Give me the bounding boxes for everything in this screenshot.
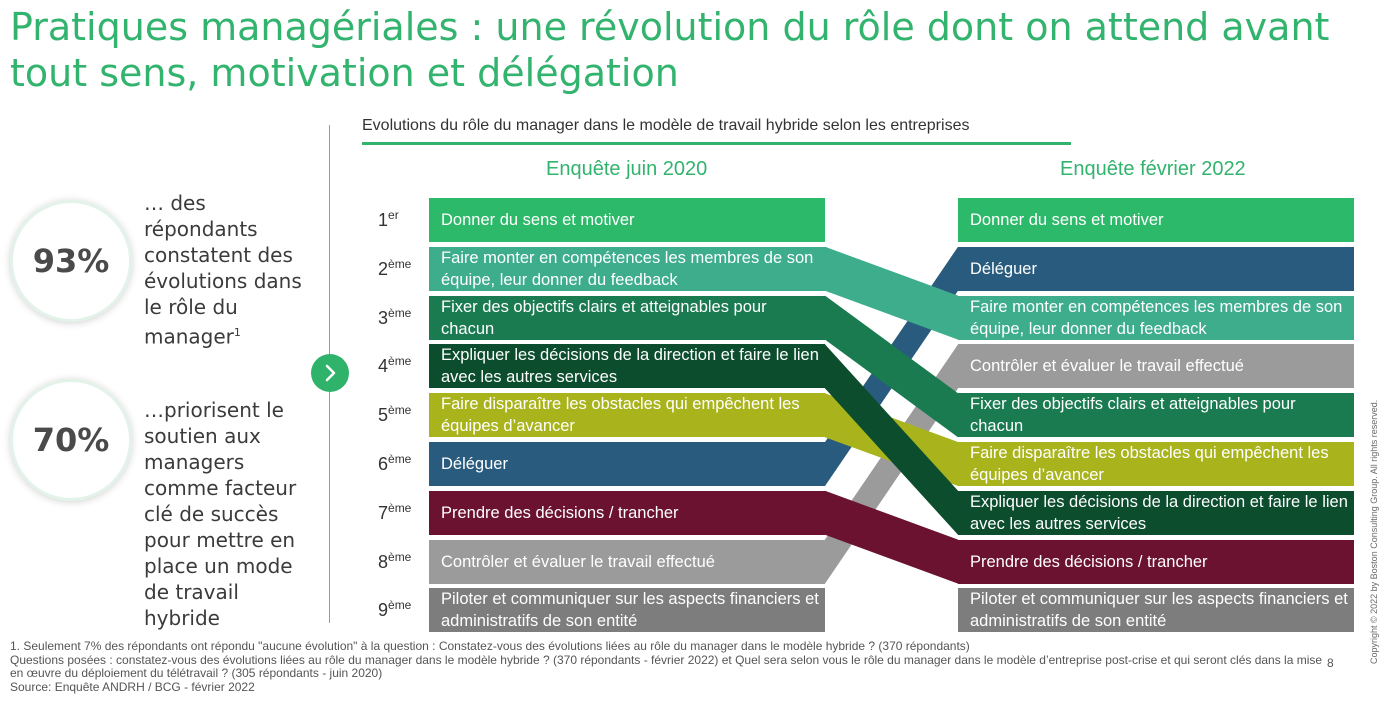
- bar-left-piloter: Piloter et communiquer sur les aspects f…: [429, 588, 825, 633]
- footnote-source: Source: Enquête ANDRH / BCG - février 20…: [10, 679, 255, 694]
- stat-description: …priorisent le soutien aux managers comm…: [144, 398, 297, 630]
- bar-label: Déléguer: [441, 455, 508, 473]
- rank-label: 6ème: [378, 452, 428, 475]
- bar-label: Faire disparaître les obstacles qui empê…: [441, 395, 800, 436]
- rank-suffix: ème: [388, 452, 412, 466]
- stat-value: 70%: [32, 421, 110, 459]
- bar-right-trancher: Prendre des décisions / trancher: [958, 539, 1354, 584]
- bar-left-trancher: Prendre des décisions / trancher: [429, 490, 825, 535]
- bar-label: Faire monter en compétences les membres …: [970, 297, 1343, 338]
- rank-number: 5: [378, 405, 389, 426]
- bar-left-obstacles: Faire disparaître les obstacles qui empê…: [429, 393, 825, 438]
- ribbon-expliquer: [825, 344, 958, 535]
- ribbon-objectifs: [825, 295, 958, 438]
- bar-right-piloter: Piloter et communiquer sur les aspects f…: [958, 588, 1354, 633]
- rank-number: 6: [378, 454, 389, 474]
- footnote-marker: 1: [233, 326, 241, 339]
- rank-suffix: ème: [388, 500, 412, 515]
- rank-number: 1: [378, 210, 389, 230]
- bar-label: Piloter et communiquer sur les aspects f…: [970, 590, 1348, 631]
- rank-label: 4ème: [378, 354, 428, 377]
- chart-subtitle: Evolutions du rôle du manager dans le mo…: [362, 117, 970, 134]
- rank-label: 2ème: [378, 257, 428, 280]
- rank-number: 8: [378, 551, 389, 572]
- bar-label: Prendre des décisions / trancher: [441, 503, 679, 522]
- rank-suffix: ème: [388, 305, 412, 320]
- bar-right-expliquer: Expliquer les décisions de la direction …: [958, 490, 1354, 535]
- ribbon-trancher: [825, 490, 958, 584]
- bar-label: Contrôler et évaluer le travail effectué: [970, 357, 1244, 376]
- rank-number: 2: [378, 258, 389, 279]
- bar-right-competences: Faire monter en compétences les membres …: [958, 295, 1354, 340]
- bar-label: Expliquer les décisions de la direction …: [970, 492, 1348, 533]
- bar-right-obstacles: Faire disparaître les obstacles qui empê…: [958, 442, 1354, 486]
- bar-label: Donner du sens et motiver: [970, 211, 1164, 229]
- rank-label: 7ème: [378, 501, 428, 524]
- chevron-right-icon: [325, 364, 336, 382]
- stat-value: 93%: [32, 242, 110, 280]
- next-arrow-button[interactable]: [311, 354, 349, 392]
- bar-right-objectifs: Fixer des objectifs clairs et atteignabl…: [958, 393, 1354, 438]
- rank-number: 3: [378, 307, 389, 328]
- bar-label: Faire disparaître les obstacles qui empê…: [970, 444, 1329, 484]
- bar-label: Expliquer les décisions de la direction …: [441, 346, 819, 387]
- rank-suffix: er: [388, 208, 399, 222]
- rank-suffix: ème: [388, 354, 412, 369]
- rank-label: 1er: [378, 208, 428, 231]
- rank-number: 7: [378, 502, 389, 523]
- subtitle-underline: [362, 142, 1071, 145]
- bar-label: Donner du sens et motiver: [441, 211, 635, 229]
- footnote-questions: Questions posées : constatez-vous des év…: [10, 652, 1323, 680]
- column-header-2020: Enquête juin 2020: [546, 158, 708, 180]
- ribbon-competences: [825, 246, 958, 340]
- stat-circle-70: 70%: [10, 379, 132, 501]
- rank-suffix: ème: [388, 403, 412, 418]
- rank-number: 4: [378, 356, 389, 377]
- stat-circle-93: 93%: [10, 200, 132, 322]
- bar-right-sens: Donner du sens et motiver: [958, 198, 1354, 242]
- bar-right-controler: Contrôler et évaluer le travail effectué: [958, 344, 1354, 389]
- page-title: Pratiques managériales : une révolution …: [10, 5, 1330, 95]
- bar-left-sens: Donner du sens et motiver: [429, 198, 825, 242]
- rank-label: 9ème: [378, 598, 428, 621]
- stat-text-93: … des répondants constatent des évolutio…: [144, 190, 320, 350]
- bar-label: Prendre des décisions / trancher: [970, 552, 1208, 571]
- page-number: 8: [1327, 656, 1334, 670]
- rank-label: 8ème: [378, 550, 428, 573]
- stat-text-70: …priorisent le soutien aux managers comm…: [144, 397, 320, 631]
- rank-number: 9: [378, 600, 389, 621]
- bar-left-expliquer: Expliquer les décisions de la direction …: [429, 344, 825, 389]
- bar-left-objectifs: Fixer des objectifs clairs et atteignabl…: [429, 295, 825, 340]
- rank-suffix: ème: [388, 549, 412, 564]
- footnote-1: 1. Seulement 7% des répondants ont répon…: [10, 639, 970, 653]
- bar-label: Contrôler et évaluer le travail effectué: [441, 552, 715, 571]
- rank-label: 5ème: [378, 403, 428, 426]
- bar-left-deleguer: Déléguer: [429, 442, 825, 486]
- copyright-notice: Copyright © 2022 by Boston Consulting Gr…: [1369, 399, 1379, 664]
- column-header-2022: Enquête février 2022: [1060, 158, 1246, 180]
- bar-left-competences: Faire monter en compétences les membres …: [429, 246, 825, 291]
- bar-right-deleguer: Déléguer: [958, 246, 1354, 291]
- bar-label: Piloter et communiquer sur les aspects f…: [441, 590, 819, 631]
- stat-description: … des répondants constatent des évolutio…: [144, 191, 302, 349]
- bar-label: Fixer des objectifs clairs et atteignabl…: [441, 297, 767, 338]
- bar-left-controler: Contrôler et évaluer le travail effectué: [429, 539, 825, 584]
- rank-suffix: ème: [388, 256, 412, 271]
- bar-label: Déléguer: [970, 259, 1037, 278]
- rank-suffix: ème: [388, 598, 412, 613]
- bar-label: Faire monter en compétences les membres …: [441, 248, 814, 289]
- rank-label: 3ème: [378, 306, 428, 329]
- bar-label: Fixer des objectifs clairs et atteignabl…: [970, 395, 1296, 436]
- footnotes: 1. Seulement 7% des répondants ont répon…: [10, 639, 1330, 694]
